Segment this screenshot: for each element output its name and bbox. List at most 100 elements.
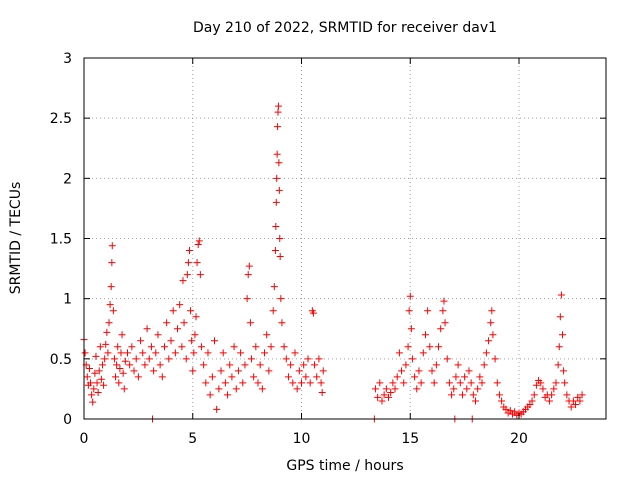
data-point bbox=[196, 271, 204, 279]
data-point bbox=[274, 108, 282, 116]
data-point bbox=[506, 407, 514, 415]
data-point bbox=[96, 343, 104, 351]
data-point bbox=[491, 355, 499, 363]
data-point bbox=[458, 391, 466, 399]
data-point bbox=[169, 307, 177, 315]
data-point bbox=[452, 373, 460, 381]
data-point bbox=[101, 355, 109, 363]
data-point bbox=[380, 391, 388, 399]
data-point bbox=[456, 379, 464, 387]
data-point bbox=[443, 355, 451, 363]
data-point bbox=[435, 343, 443, 351]
data-point bbox=[545, 397, 553, 405]
data-point bbox=[254, 379, 262, 387]
y-tick-label: 1.5 bbox=[50, 232, 72, 248]
data-point bbox=[511, 408, 519, 416]
data-point bbox=[92, 352, 100, 360]
data-point bbox=[400, 379, 408, 387]
data-point bbox=[278, 319, 286, 327]
data-point bbox=[244, 271, 252, 279]
data-point bbox=[250, 373, 258, 381]
data-point bbox=[476, 373, 484, 381]
data-point bbox=[182, 355, 190, 363]
data-point bbox=[576, 397, 584, 405]
data-point bbox=[318, 389, 326, 397]
data-point bbox=[304, 355, 312, 363]
data-point bbox=[454, 361, 462, 369]
data-point bbox=[530, 391, 538, 399]
data-point bbox=[145, 355, 153, 363]
data-point bbox=[315, 355, 323, 363]
data-point bbox=[81, 349, 89, 357]
data-point bbox=[174, 325, 182, 333]
data-point bbox=[121, 357, 129, 365]
data-point bbox=[398, 367, 406, 375]
data-point bbox=[197, 343, 205, 351]
data-point bbox=[284, 373, 292, 381]
data-point bbox=[83, 373, 91, 381]
data-point bbox=[371, 385, 379, 393]
data-point bbox=[270, 283, 278, 291]
data-point bbox=[441, 319, 449, 327]
x-tick-label: 20 bbox=[510, 431, 528, 447]
data-point bbox=[561, 379, 569, 387]
data-point bbox=[275, 159, 283, 167]
data-point bbox=[200, 361, 208, 369]
data-point bbox=[269, 307, 277, 315]
data-point bbox=[437, 325, 445, 333]
data-point bbox=[574, 393, 582, 401]
y-tick-label: 2.5 bbox=[50, 111, 72, 127]
data-point bbox=[141, 361, 149, 369]
axis-ticks bbox=[83, 57, 606, 420]
data-point bbox=[239, 379, 247, 387]
data-point bbox=[243, 295, 251, 303]
data-point bbox=[98, 361, 106, 369]
data-point bbox=[405, 307, 413, 315]
data-point bbox=[224, 391, 232, 399]
data-point bbox=[382, 385, 390, 393]
data-point bbox=[569, 397, 577, 405]
data-point bbox=[567, 403, 575, 411]
data-point bbox=[221, 379, 229, 387]
data-point bbox=[195, 237, 203, 245]
data-point bbox=[232, 385, 240, 393]
data-point bbox=[272, 198, 280, 206]
data-point bbox=[548, 391, 556, 399]
data-point bbox=[211, 337, 218, 345]
data-point bbox=[413, 385, 421, 393]
data-point bbox=[287, 361, 295, 369]
data-point bbox=[163, 319, 171, 327]
data-point bbox=[95, 367, 103, 375]
data-point bbox=[213, 405, 221, 413]
data-point bbox=[105, 319, 113, 327]
data-point bbox=[488, 307, 496, 315]
data-point bbox=[450, 385, 458, 393]
data-point bbox=[295, 367, 303, 375]
data-point bbox=[554, 361, 562, 369]
tick-labels: 0 0.5 1 1.5 2 2.5 3 0 5 10 15 20 bbox=[50, 51, 528, 447]
data-point bbox=[176, 301, 184, 309]
data-point bbox=[124, 349, 131, 357]
data-point bbox=[219, 349, 227, 357]
data-point bbox=[378, 397, 386, 405]
data-point bbox=[417, 379, 425, 387]
data-point bbox=[91, 369, 99, 377]
data-point bbox=[385, 393, 392, 401]
data-point bbox=[263, 331, 271, 339]
data-point bbox=[112, 373, 120, 381]
data-point bbox=[171, 349, 179, 357]
data-point bbox=[126, 361, 134, 369]
data-point bbox=[426, 343, 434, 351]
data-point bbox=[560, 367, 568, 375]
chart-title: Day 210 of 2022, SRMTID for receiver dav… bbox=[193, 20, 497, 36]
data-point bbox=[273, 150, 281, 158]
data-point bbox=[289, 379, 297, 387]
data-point bbox=[114, 343, 122, 351]
data-point bbox=[103, 328, 111, 336]
data-point bbox=[532, 381, 540, 389]
data-point bbox=[393, 373, 401, 381]
data-point bbox=[110, 355, 118, 363]
data-point bbox=[88, 391, 96, 399]
data-point bbox=[267, 343, 275, 351]
x-tick-label: 0 bbox=[80, 431, 89, 447]
